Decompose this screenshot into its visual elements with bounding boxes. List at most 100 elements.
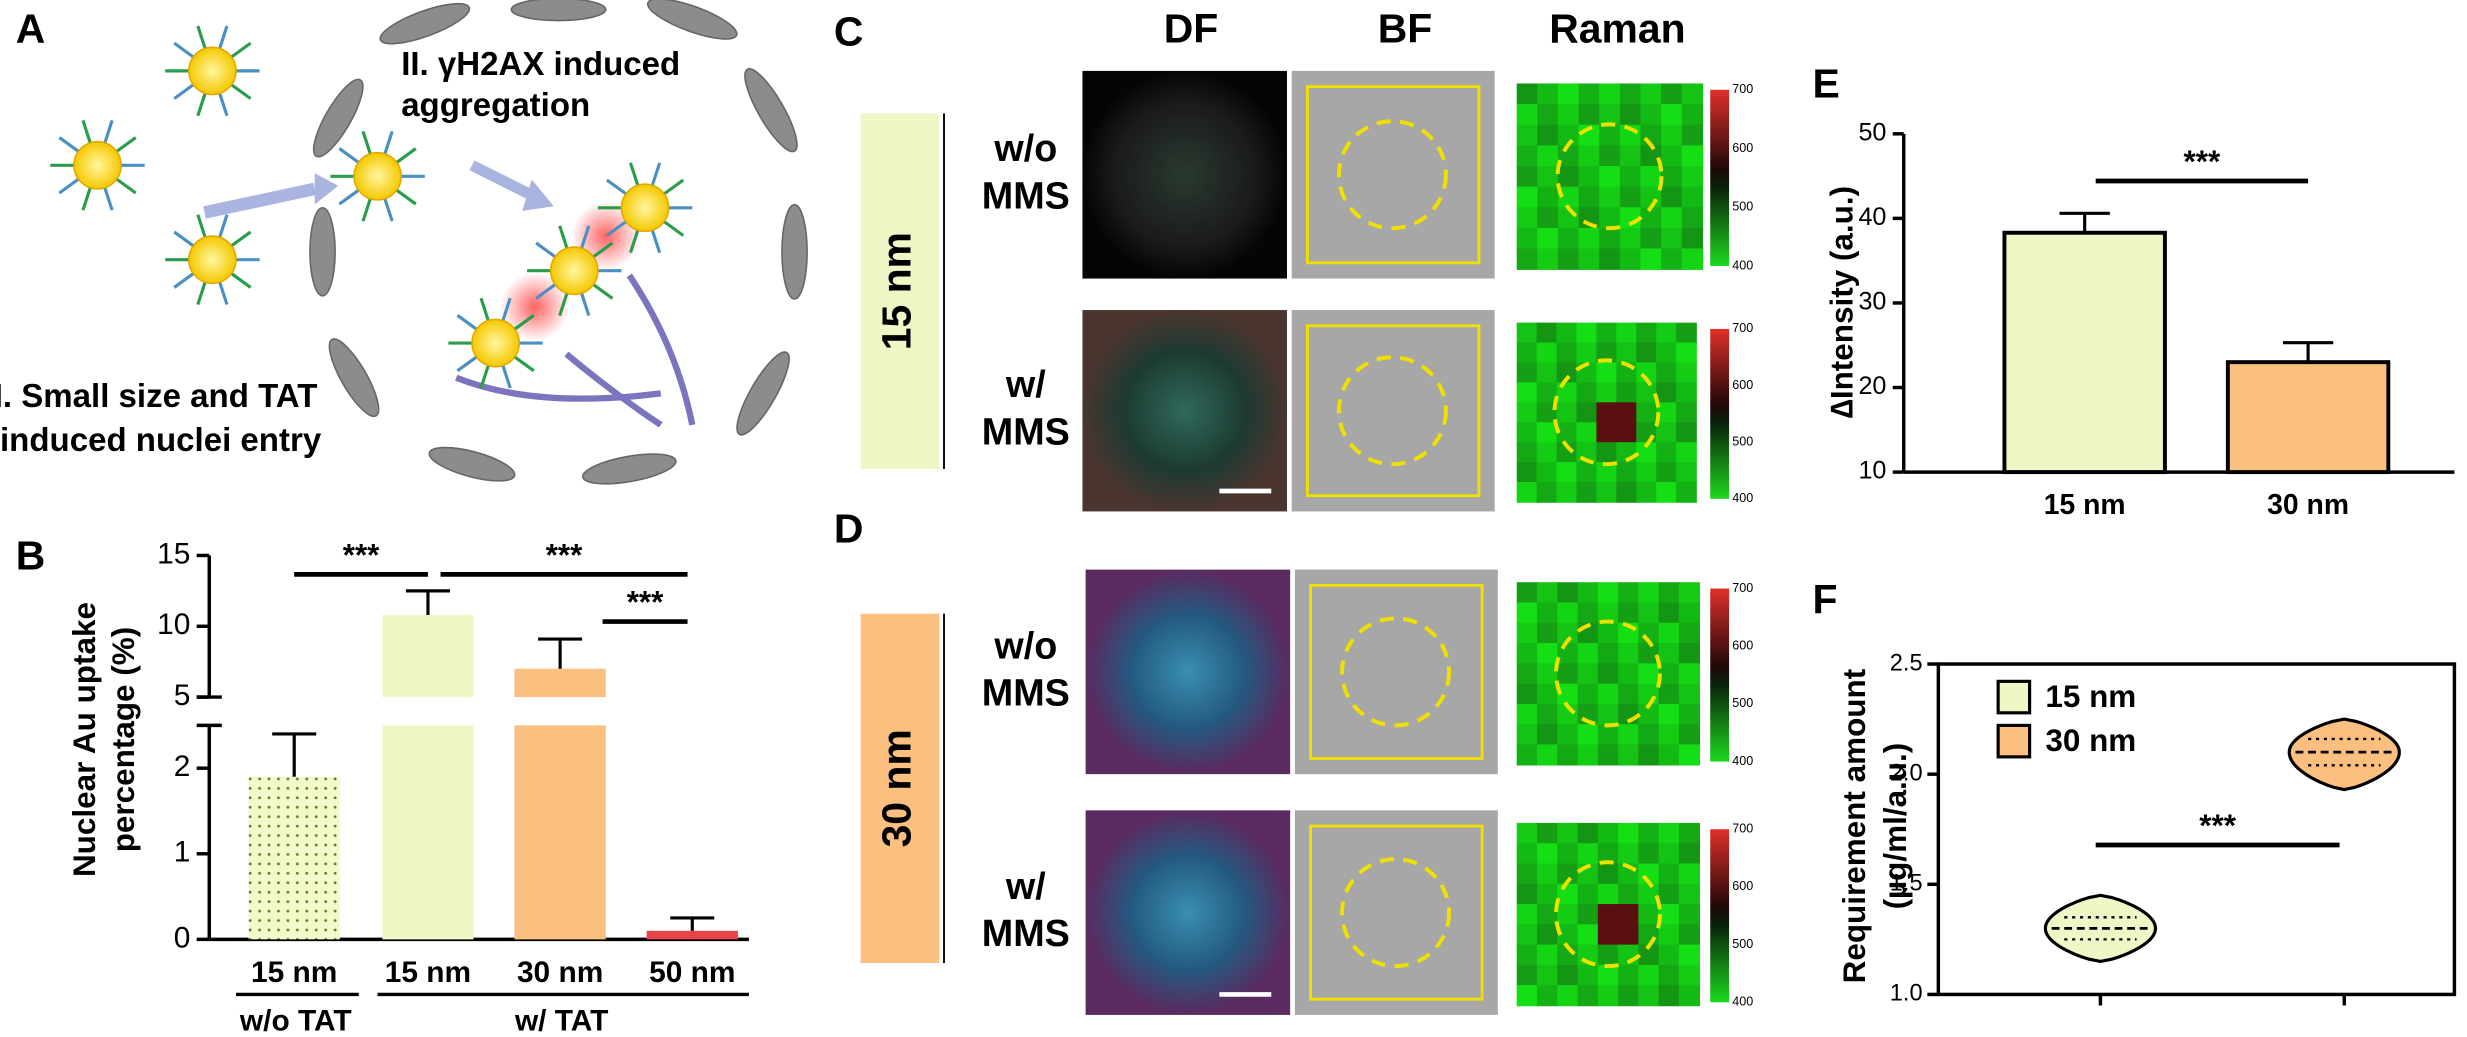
raman-pixel — [1658, 863, 1680, 885]
raman-pixel — [1516, 248, 1539, 270]
antibody — [230, 272, 252, 289]
raman-pixel — [1516, 703, 1538, 725]
raman-pixel — [1678, 724, 1700, 746]
raman-pixel — [1636, 402, 1657, 424]
raman-pixel — [1619, 207, 1642, 229]
raman-pixel — [1577, 663, 1599, 685]
raman-pixel — [1656, 322, 1677, 344]
raman-pixel — [1577, 904, 1599, 926]
raman-pixel — [1618, 883, 1640, 905]
raman-pixel — [1616, 322, 1638, 344]
raman-pixel — [1678, 744, 1700, 766]
raman-pixel — [1658, 582, 1680, 604]
raman-pixel — [1556, 442, 1578, 463]
raman-pixel — [1638, 964, 1660, 986]
raman-pixel — [1599, 165, 1621, 188]
raman-pixel — [1516, 863, 1538, 885]
colorbar-label: 600 — [1732, 378, 1753, 392]
raman-pixel — [1656, 482, 1677, 503]
raman-pixel — [1656, 422, 1677, 443]
antibody — [338, 147, 360, 164]
y-axis-label: percentage (%) — [106, 627, 141, 852]
raman-pixel — [1658, 602, 1680, 624]
raman-pixel — [1578, 83, 1601, 105]
raman-pixel — [1516, 744, 1538, 766]
antibody — [173, 83, 195, 100]
raman-pixel — [1557, 186, 1580, 209]
raman-pixel — [1536, 822, 1559, 845]
raman-pixel — [1516, 402, 1538, 424]
raman-pixel — [1661, 83, 1683, 105]
raman-pixel — [1578, 227, 1601, 250]
raman-pixel — [1557, 124, 1580, 147]
raman-pixel — [1658, 683, 1680, 705]
raman-pixel — [1616, 462, 1638, 483]
antibody — [456, 355, 478, 373]
y-axis-label: ∆Intensity (a.u.) — [1824, 186, 1859, 418]
raman-pixel — [1638, 822, 1660, 845]
raman-pixel — [1661, 124, 1683, 147]
raman-pixel — [1676, 482, 1697, 503]
raman-pixel — [1536, 382, 1558, 404]
legend-label: 30 nm — [2045, 723, 2136, 758]
panel-label: E — [1812, 60, 1839, 106]
raman-pixel — [1638, 622, 1660, 644]
raman-pixel — [1557, 843, 1579, 865]
antibody — [592, 241, 614, 259]
raman-pixel — [1516, 207, 1539, 229]
raman-pixel — [1599, 248, 1621, 270]
antibody — [58, 177, 80, 195]
raman-pixel — [1557, 703, 1579, 725]
raman-pixel — [1578, 186, 1601, 209]
raman-pixel — [1556, 402, 1578, 424]
row-label: MMS — [982, 411, 1070, 453]
raman-pixel — [1516, 145, 1539, 167]
raman-pixel — [1557, 724, 1579, 746]
raman-pixel — [1536, 663, 1559, 685]
antibody — [535, 241, 557, 259]
x-tick-label: 15 nm — [385, 956, 471, 989]
raman-pixel — [1557, 582, 1579, 604]
raman-pixel — [1576, 482, 1598, 503]
raman-pixel — [1536, 904, 1559, 926]
raman-pixel — [1597, 643, 1619, 665]
colorbar-label: 700 — [1732, 822, 1753, 836]
significance-label: *** — [627, 585, 664, 620]
colorbar-label: 500 — [1732, 696, 1753, 710]
antibody — [663, 220, 685, 237]
legend-swatch — [1996, 679, 2032, 715]
bf-image — [1294, 569, 1498, 775]
raman-pixel — [1638, 883, 1660, 905]
raman-pixel — [1577, 724, 1599, 746]
nanoparticle — [353, 151, 402, 201]
raman-pixel — [1536, 883, 1559, 905]
raman-pixel — [1638, 843, 1660, 865]
raman-pixel — [1537, 145, 1559, 167]
raman-pixel — [1576, 322, 1598, 344]
y-tick-label: 10 — [157, 608, 190, 641]
raman-pixel — [1557, 248, 1580, 270]
raman-pixel — [1516, 843, 1538, 865]
raman-pixel — [1616, 342, 1638, 364]
y-tick-label: 2 — [174, 750, 191, 783]
group-label: w/ TAT — [514, 1005, 608, 1037]
antibody — [535, 283, 557, 300]
raman-pixel — [1557, 964, 1579, 986]
raman-pixel — [1516, 582, 1538, 604]
raman-pixel — [1557, 863, 1579, 885]
nucleus-outline — [1340, 857, 1452, 969]
raman-pixel — [1616, 422, 1638, 443]
raman-pixel — [1536, 985, 1559, 1007]
antibody — [115, 177, 137, 195]
antibody — [196, 281, 207, 306]
raman-pixel — [1536, 362, 1558, 384]
raman-pixel — [1536, 924, 1559, 946]
raman-pixel — [1681, 186, 1704, 209]
antibody — [196, 214, 207, 238]
raman-pixel — [1658, 904, 1680, 926]
raman-pixel — [1576, 402, 1598, 424]
raman-pixel — [1638, 944, 1660, 966]
raman-pixel — [1596, 422, 1618, 443]
raman-pixel — [1619, 83, 1642, 105]
plot-frame — [1936, 662, 2457, 997]
